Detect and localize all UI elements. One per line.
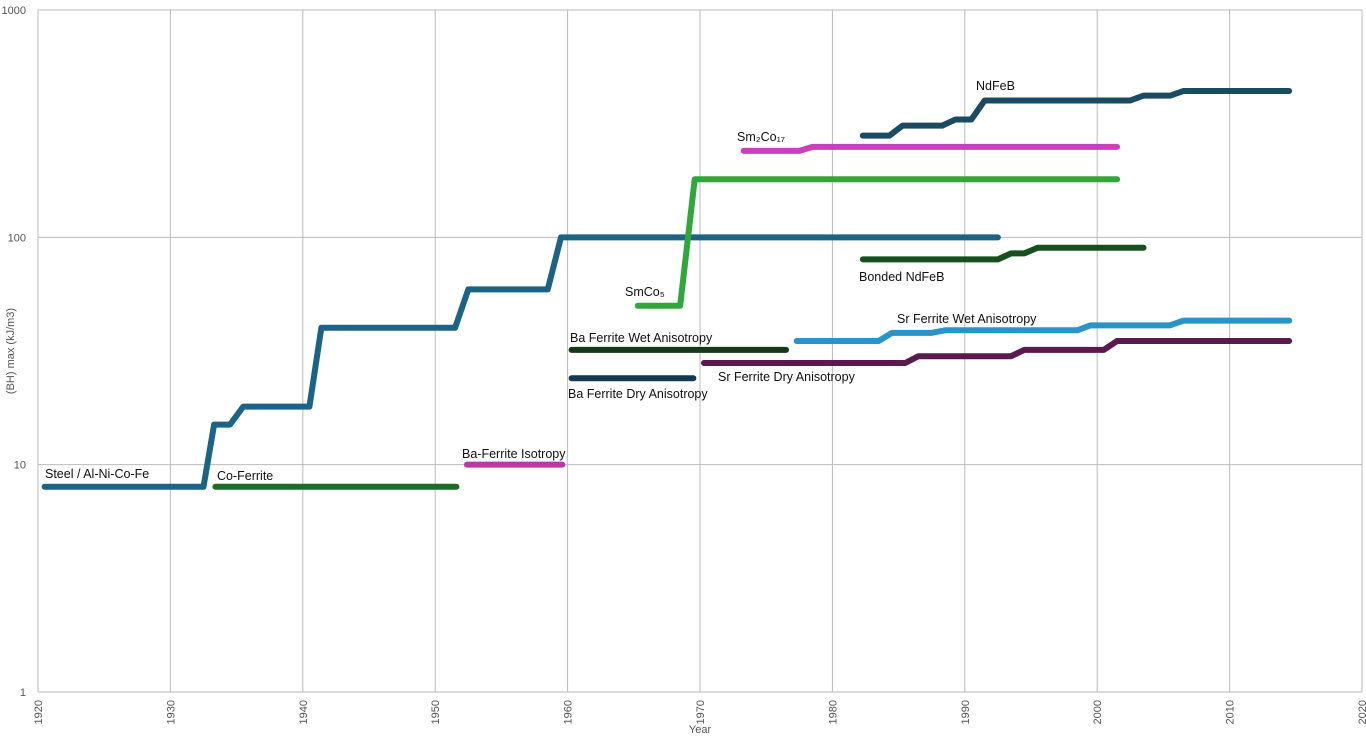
y-tick-label: 1000 (2, 5, 26, 17)
series-label: Ba-Ferrite Isotropy (462, 447, 566, 461)
x-tick-label: 1960 (563, 700, 575, 724)
x-tick-label: 1930 (165, 700, 177, 724)
series-label: Sr Ferrite Wet Anisotropy (897, 312, 1037, 326)
series-label: Ba Ferrite Dry Anisotropy (568, 387, 708, 401)
x-tick-label: 1940 (298, 700, 310, 724)
x-axis-label: Year (689, 724, 712, 736)
x-tick-label: 1980 (827, 700, 839, 724)
series-label: Co-Ferrite (217, 469, 273, 483)
x-tick-label: 1970 (695, 700, 707, 724)
series-label: NdFeB (976, 79, 1015, 93)
y-tick-label: 10 (14, 460, 26, 472)
x-tick-label: 1950 (430, 700, 442, 724)
series-line (859, 88, 1293, 139)
x-tick-label: 2020 (1357, 700, 1366, 724)
series-label: Bonded NdFeB (859, 270, 944, 284)
series-line (700, 337, 1293, 367)
series-line (859, 244, 1147, 263)
series-line (41, 234, 1001, 490)
y-tick-label: 1 (20, 687, 26, 699)
x-tick-label: 2010 (1225, 700, 1237, 724)
x-tick-label: 1920 (33, 700, 45, 724)
x-tick-label: 2000 (1092, 700, 1104, 724)
series-line (793, 317, 1293, 344)
series-label: Sm₂Co₁₇ (737, 130, 785, 144)
series-line (634, 176, 1121, 309)
series-label: SmCo₅ (625, 285, 665, 299)
x-tick-label: 1990 (960, 700, 972, 724)
series-label: Ba Ferrite Wet Anisotropy (570, 331, 713, 345)
series-label: Sr Ferrite Dry Anisotropy (718, 370, 856, 384)
y-axis-label: (BH) max (kJ/m3) (5, 308, 17, 394)
y-tick-label: 100 (8, 232, 26, 244)
series-label: Steel / Al-Ni-Co-Fe (45, 467, 149, 481)
series-line (740, 143, 1121, 154)
